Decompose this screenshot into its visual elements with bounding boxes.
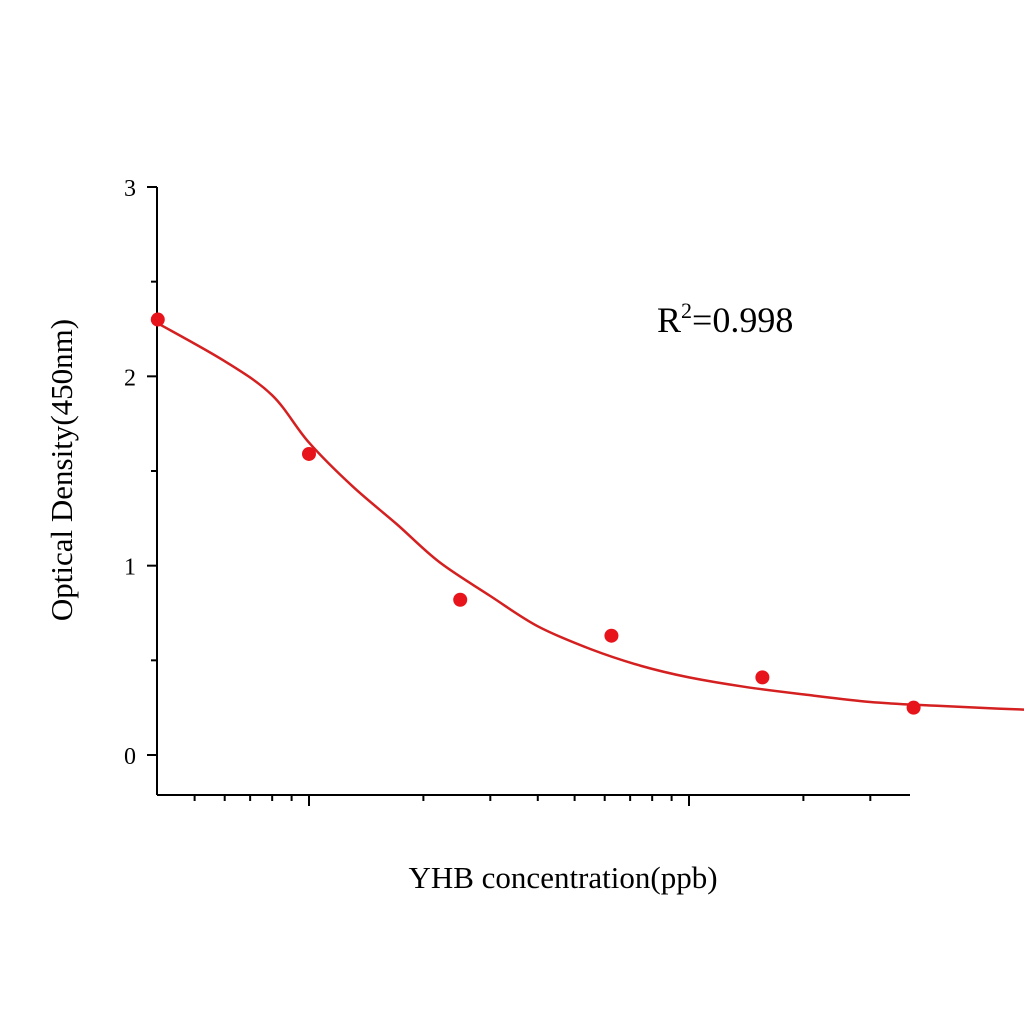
x-ticks [193,795,872,806]
data-point [453,592,468,607]
y-ticks: 0 1 2 3 [124,176,157,770]
y-tick-label: 2 [124,365,136,391]
data-point [906,700,921,715]
y-tick-label: 1 [124,555,136,581]
x-axis-title: YHB concentration(ppb) [408,860,717,895]
plot-area: 0 1 2 3 [124,176,1024,806]
r-squared-annotation: R2=0.998 [657,298,793,340]
data-point [150,312,165,327]
r-squared-value: =0.998 [692,300,793,340]
y-tick-label: 3 [124,176,136,202]
fit-curve [157,322,1024,711]
y-tick-label: 0 [124,744,136,770]
data-point [755,670,770,685]
data-point [302,446,316,461]
r-squared-prefix: R [657,300,681,340]
r-squared-superscript: 2 [681,298,692,323]
data-points [150,312,921,715]
data-point [604,628,619,643]
y-axis-title: Optical Density(450nm) [44,319,79,621]
